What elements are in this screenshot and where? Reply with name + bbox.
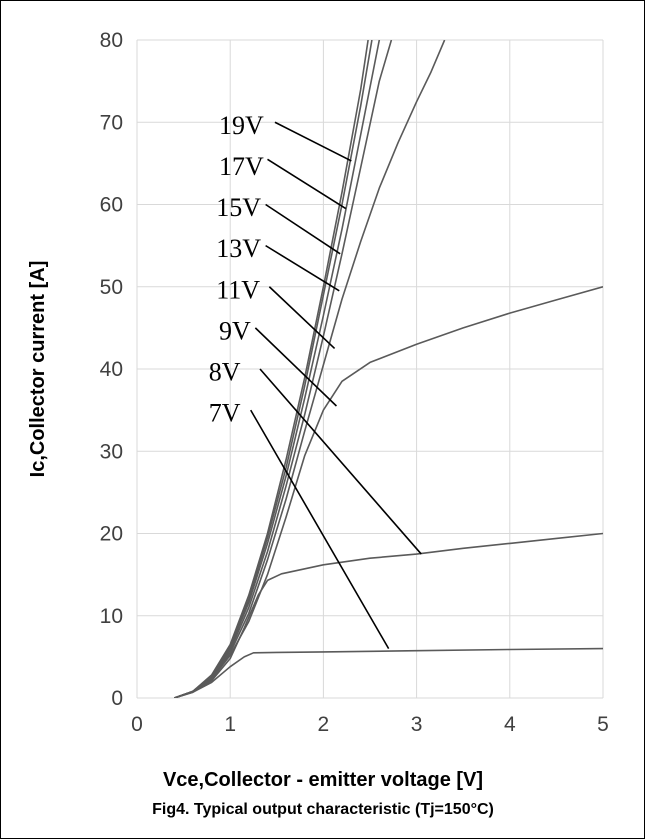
y-tick-label: 20	[100, 523, 123, 546]
x-tick-labels: 0 1 2 3 4 5	[131, 713, 609, 736]
label-17v: 17V	[219, 152, 264, 181]
leader-line-15v	[265, 203, 341, 255]
y-axis-title: Ic,Collector current [A]	[27, 261, 49, 478]
leader-line-13v	[265, 244, 340, 292]
x-tick-label: 0	[131, 713, 143, 736]
y-tick-label: 0	[111, 687, 123, 710]
label-11v: 11V	[216, 275, 260, 304]
label-13v: 13V	[216, 234, 261, 263]
y-tick-label: 40	[100, 358, 123, 381]
y-tick-label: 80	[100, 29, 123, 52]
label-8v: 8V	[209, 358, 241, 387]
figure-caption: Fig4. Typical output characteristic (Tj=…	[152, 801, 494, 818]
x-tick-label: 5	[597, 713, 609, 736]
x-tick-label: 1	[224, 713, 236, 736]
leader-line-17v	[267, 158, 347, 210]
label-7v: 7V	[209, 399, 241, 428]
y-tick-labels: 0 10 20 30 40 50 60 70 80	[100, 29, 123, 710]
y-tick-label: 50	[100, 276, 123, 299]
x-tick-label: 4	[504, 713, 516, 736]
label-15v: 15V	[216, 193, 261, 222]
curve-9v	[174, 286, 603, 698]
voltage-annotations: 19V 17V 15V 13V 11V 9V 8V 7V	[209, 111, 422, 650]
leader-line-19v	[274, 121, 352, 162]
leader-line-11v	[268, 286, 336, 350]
curves	[174, 40, 603, 698]
label-19v: 19V	[219, 111, 264, 140]
y-tick-label: 10	[100, 605, 123, 628]
leader-line-7v	[250, 409, 390, 650]
x-tick-label: 2	[318, 713, 330, 736]
y-tick-label: 60	[100, 194, 123, 217]
label-9v: 9V	[219, 316, 251, 345]
curve-7v	[174, 647, 603, 698]
curve-8v	[174, 532, 603, 698]
y-tick-label: 30	[100, 440, 123, 463]
leader-line-8v	[259, 368, 422, 555]
x-tick-label: 3	[411, 713, 423, 736]
grid	[136, 39, 604, 699]
leader-line-9v	[254, 327, 338, 407]
curve-11v	[174, 40, 446, 698]
x-axis-title: Vce,Collector - emitter voltage [V]	[163, 769, 483, 791]
y-tick-label: 70	[100, 111, 123, 134]
